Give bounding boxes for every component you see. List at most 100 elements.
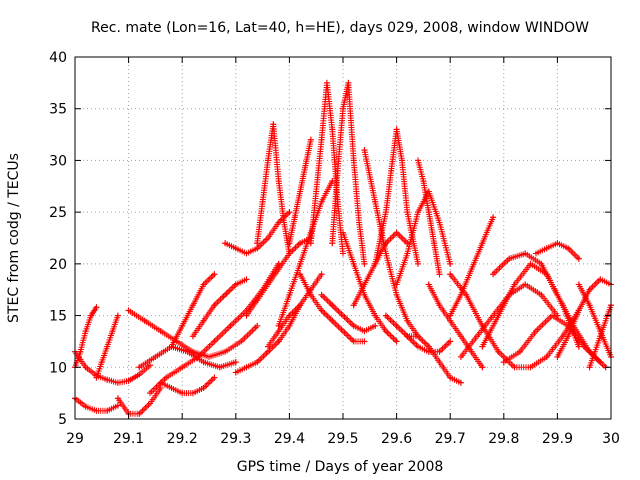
data-point <box>436 302 443 309</box>
data-series <box>157 374 218 397</box>
data-point <box>157 384 164 391</box>
data-point <box>179 322 186 329</box>
data-point <box>597 359 604 366</box>
data-point <box>297 302 304 309</box>
data-point <box>350 302 357 309</box>
data-point <box>93 374 100 381</box>
data-point <box>109 328 116 335</box>
data-series <box>457 281 561 360</box>
data-point <box>340 250 346 257</box>
data-point <box>216 364 223 371</box>
data-point <box>388 167 395 174</box>
data-point <box>382 312 389 319</box>
data-point <box>565 245 572 252</box>
x-tick-label: 29.9 <box>542 431 573 447</box>
data-point <box>114 312 121 319</box>
data-point <box>586 302 593 309</box>
x-tick-label: 29.2 <box>167 431 198 447</box>
data-point <box>200 317 207 324</box>
data-point <box>206 353 212 360</box>
data-point <box>318 198 325 205</box>
data-point <box>136 410 143 417</box>
data-point <box>200 359 207 366</box>
data-series <box>93 312 121 381</box>
data-point <box>243 276 250 283</box>
data-point <box>270 121 277 128</box>
data-point <box>114 402 121 409</box>
data-point <box>554 291 561 298</box>
data-point <box>275 178 282 185</box>
data-point <box>575 307 582 314</box>
data-point <box>554 240 561 247</box>
data-point <box>457 353 464 360</box>
data-series <box>72 395 121 414</box>
data-point <box>575 281 582 288</box>
data-series <box>189 276 250 340</box>
data-point <box>500 359 507 366</box>
data-point <box>415 209 422 216</box>
data-series <box>361 147 422 340</box>
data-series <box>254 121 293 257</box>
data-point <box>361 281 368 288</box>
data-point <box>307 136 314 143</box>
data-point <box>147 390 154 397</box>
data-point <box>334 167 341 174</box>
data-point <box>136 364 143 371</box>
data-point <box>597 333 604 340</box>
data-point <box>543 245 550 252</box>
data-point <box>340 229 346 236</box>
data-point <box>532 328 539 335</box>
data-point <box>318 271 325 278</box>
data-series <box>275 178 336 329</box>
data-point <box>307 229 314 236</box>
data-point <box>275 322 282 329</box>
data-layer <box>72 79 614 417</box>
data-point <box>141 317 148 324</box>
plus-marker-trace <box>340 229 400 345</box>
data-point <box>404 333 411 340</box>
data-point <box>393 229 400 236</box>
data-point <box>82 403 89 410</box>
data-point <box>297 188 304 195</box>
data-point <box>297 260 304 267</box>
data-point <box>436 219 443 226</box>
data-point <box>581 343 588 350</box>
data-point <box>479 240 486 247</box>
data-point <box>554 353 561 360</box>
plus-marker-trace <box>275 178 336 329</box>
x-tick-label: 29.8 <box>488 431 519 447</box>
data-point <box>114 379 121 386</box>
data-point <box>457 333 464 340</box>
data-point <box>93 407 100 414</box>
data-point <box>264 157 271 164</box>
plus-marker-trace <box>329 79 368 267</box>
data-point <box>275 328 282 335</box>
data-point <box>361 328 368 335</box>
data-point <box>286 322 293 329</box>
data-point <box>189 390 196 397</box>
data-series <box>72 304 100 371</box>
y-tick-label: 20 <box>49 257 67 273</box>
data-point <box>286 209 293 216</box>
data-point <box>393 281 400 288</box>
data-point <box>350 157 357 164</box>
data-point <box>307 291 314 298</box>
data-point <box>393 322 400 329</box>
data-point <box>415 343 422 350</box>
data-point <box>297 271 304 278</box>
data-point <box>254 359 261 366</box>
data-point <box>393 126 400 133</box>
data-point <box>447 312 454 319</box>
data-point <box>474 333 480 340</box>
data-point <box>222 240 229 247</box>
data-point <box>436 271 443 278</box>
data-point <box>586 286 593 293</box>
data-series <box>554 276 614 360</box>
x-tick-label: 29.7 <box>435 431 466 447</box>
data-point <box>522 281 529 288</box>
data-point <box>340 312 346 319</box>
data-point <box>457 291 464 298</box>
x-tick-label: 29.1 <box>113 431 144 447</box>
data-point <box>104 343 111 350</box>
data-point <box>147 362 154 369</box>
